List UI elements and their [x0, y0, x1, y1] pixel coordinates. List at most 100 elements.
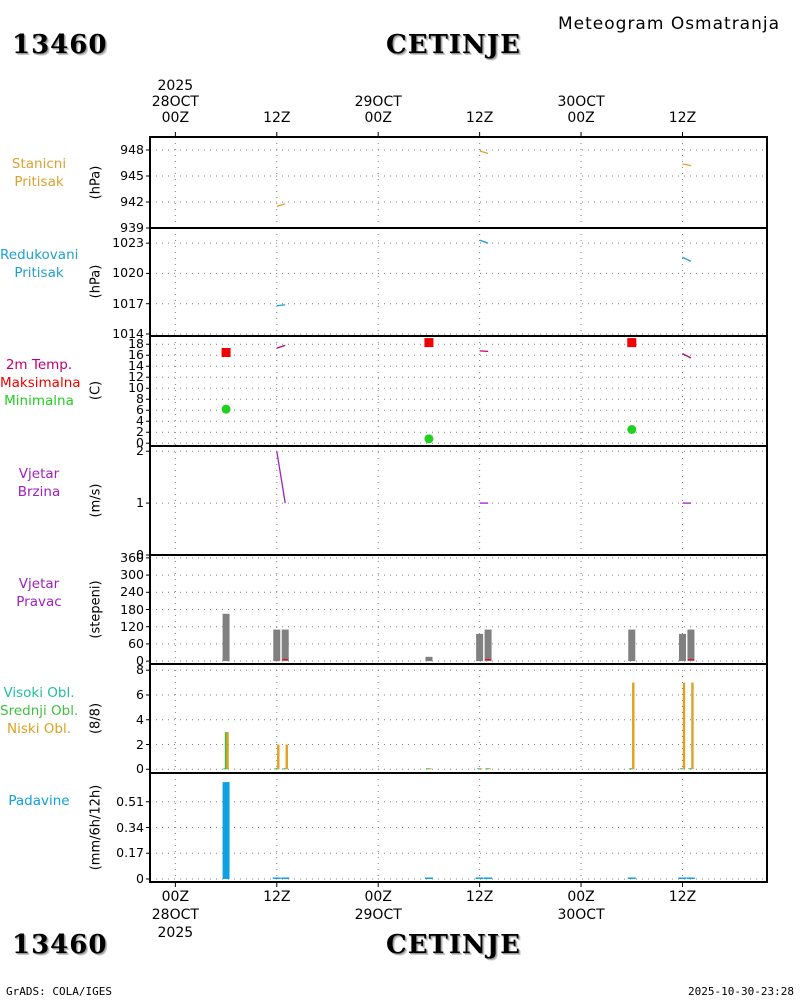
ytick-label: 939	[120, 220, 144, 235]
bottom-tick-label: 28OCT	[151, 907, 199, 923]
precip-bar	[678, 877, 687, 879]
cloud-bar	[629, 768, 632, 770]
tmax-marker	[424, 338, 434, 348]
panel-temperature	[146, 335, 768, 447]
series-segment	[276, 451, 286, 504]
ytick-label: 0	[136, 547, 144, 562]
ytick-label: 6	[136, 686, 144, 702]
side-label-clouds: Niski Obl.	[7, 721, 71, 737]
precip-bar	[475, 877, 484, 879]
ytick-label: 2	[136, 736, 144, 752]
top-tick-label: 30OCT	[557, 94, 605, 110]
ytick-label: 948	[120, 142, 144, 157]
unit-label-clouds: (8/8)	[88, 702, 104, 734]
precip-bar	[272, 877, 281, 879]
precip-bar	[424, 877, 433, 879]
unit-label-wind_direction: (stepeni)	[88, 579, 104, 639]
ytick-label: 0.51	[116, 793, 144, 809]
side-label-station_pressure: Pritisak	[14, 174, 64, 190]
cloud-bar	[277, 744, 280, 770]
cloud-bar	[285, 744, 288, 770]
side-label-reduced_pressure: Redukovani	[0, 247, 79, 263]
top-tick-label: 28OCT	[151, 94, 199, 110]
panel-precipitation	[146, 772, 768, 883]
ytick-label: 12	[128, 369, 144, 385]
panel-frame	[149, 335, 768, 447]
top-tick-label: 00Z	[567, 110, 595, 126]
cloud-bar	[691, 682, 694, 770]
top-tick-label: 2025	[157, 78, 194, 94]
cloud-bar	[479, 768, 483, 770]
panel-frame	[149, 772, 768, 883]
bottom-tick-label: 29OCT	[354, 907, 402, 923]
ytick-label: 2	[136, 443, 144, 459]
series-segment	[479, 150, 489, 155]
ytick-label: 0	[136, 761, 144, 777]
plot-timestamp: 2025-10-30-23:28	[688, 985, 794, 998]
direction-bar	[425, 656, 433, 662]
panel-frame	[149, 227, 768, 337]
top-tick-label: 00Z	[161, 110, 190, 126]
side-label-temperature: 2m Temp.	[5, 357, 73, 373]
cloud-bar	[630, 768, 633, 770]
precip-bar	[281, 877, 290, 879]
series-segment	[682, 256, 692, 262]
cloud-bar	[224, 732, 228, 770]
side-label-wind_speed: Vjetar	[18, 466, 60, 482]
direction-bar	[628, 629, 636, 662]
cloud-bar	[282, 768, 285, 770]
unit-label-wind_speed: (m/s)	[88, 483, 104, 517]
bottom-tick-label: 12Z	[668, 889, 697, 905]
side-label-clouds: Srednji Obl.	[0, 703, 79, 719]
panel-reduced_pressure	[146, 227, 768, 337]
side-label-wind_direction: Vjetar	[18, 576, 60, 592]
ytick-label: 60	[128, 635, 144, 651]
direction-bar	[273, 629, 281, 662]
cloud-bar	[426, 768, 429, 770]
direction-bar	[281, 629, 289, 662]
tmin-marker	[627, 425, 637, 434]
panel-frame	[149, 554, 768, 665]
side-label-precipitation: Padavine	[8, 793, 70, 809]
series-segment	[479, 350, 489, 353]
top-tick-label: 12Z	[668, 110, 697, 126]
footer-station-id: 13460	[12, 930, 108, 960]
footer-station-name: CETINJE	[386, 930, 521, 960]
ytick-label: 16	[128, 347, 144, 363]
direction-bar	[678, 633, 686, 662]
direction-bar	[687, 629, 695, 662]
cloud-bar	[632, 682, 635, 770]
series-segment	[479, 239, 489, 244]
ytick-label: 942	[120, 194, 144, 209]
bottom-tick-label: 00Z	[161, 889, 190, 905]
bottom-tick-label: 12Z	[263, 889, 291, 905]
series-segment	[682, 353, 692, 359]
top-tick-label: 29OCT	[354, 94, 402, 110]
unit-label-reduced_pressure: (hPa)	[88, 264, 104, 299]
ytick-label: 8	[136, 391, 144, 407]
ytick-label: 180	[120, 601, 144, 617]
ytick-label: 0	[136, 653, 144, 669]
bottom-tick-label: 00Z	[364, 889, 392, 905]
ytick-label: 1	[136, 495, 144, 511]
ytick-label: 0	[136, 435, 144, 451]
series-segment	[276, 344, 286, 349]
side-label-wind_direction: Pravac	[16, 594, 62, 610]
precip-bar	[222, 782, 230, 879]
cloud-bar	[427, 768, 431, 770]
ytick-label: 8	[136, 662, 144, 678]
top-tick-label: 12Z	[263, 110, 291, 126]
cloud-bar	[688, 768, 691, 770]
ytick-label: 240	[120, 584, 144, 600]
side-label-temperature: Minimalna	[4, 393, 74, 409]
side-label-wind_speed: Brzina	[17, 484, 61, 500]
side-label-reduced_pressure: Pritisak	[14, 265, 64, 281]
cloud-bar	[682, 682, 686, 770]
cloud-bar	[486, 768, 490, 770]
precip-bar	[484, 877, 493, 879]
panel-wind_direction	[146, 554, 768, 665]
header-station-id: 13460	[12, 30, 108, 60]
top-tick-label: 00Z	[364, 110, 392, 126]
panel-station_pressure	[146, 136, 768, 229]
panel-frame	[149, 663, 768, 774]
